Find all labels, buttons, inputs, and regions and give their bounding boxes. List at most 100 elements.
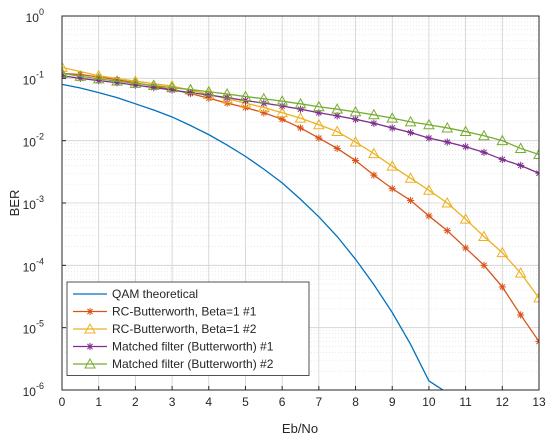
series-1 xyxy=(62,83,445,390)
legend-marker xyxy=(86,307,94,316)
data-point-marker xyxy=(184,83,197,95)
legend-marker xyxy=(86,342,94,351)
legend-item: RC-Butterworth, Beta=1 #1 xyxy=(73,305,257,319)
data-point-marker xyxy=(166,81,178,93)
data-point-marker xyxy=(221,88,233,99)
data-point-marker xyxy=(351,156,360,165)
x-tick-label: 11 xyxy=(459,395,472,409)
data-point-marker xyxy=(92,72,105,84)
x-tick-label: 2 xyxy=(132,395,139,409)
data-point-marker xyxy=(498,283,506,291)
y-tick-label: 100 xyxy=(26,7,44,25)
data-point-marker xyxy=(517,161,525,170)
legend-item: RC-Butterworth, Beta=1 #2 xyxy=(73,322,257,336)
data-point-marker xyxy=(129,77,142,88)
legend-label: RC-Butterworth, Beta=1 #1 xyxy=(112,305,257,319)
legend-marker xyxy=(84,322,96,334)
data-point-marker xyxy=(459,213,472,224)
data-point-marker xyxy=(480,148,488,156)
legend-label: Matched filter (Butterworth) #2 xyxy=(112,357,274,371)
data-point-marker xyxy=(62,67,68,78)
data-point-marker xyxy=(496,134,509,146)
data-point-marker xyxy=(315,134,323,142)
data-point-marker xyxy=(331,103,344,114)
data-point-marker xyxy=(260,109,268,117)
data-point-marker xyxy=(406,196,415,205)
data-point-marker xyxy=(406,128,415,137)
data-point-marker xyxy=(514,267,527,278)
data-point-marker xyxy=(517,311,525,319)
data-point-marker xyxy=(147,79,160,90)
data-point-marker xyxy=(535,337,539,346)
data-point-marker xyxy=(425,212,433,220)
y-tick-label: 10-3 xyxy=(23,194,44,212)
data-point-marker xyxy=(278,102,286,110)
data-point-marker xyxy=(333,144,341,153)
x-tick-label: 5 xyxy=(242,395,249,409)
data-point-marker xyxy=(496,246,509,258)
data-point-marker xyxy=(257,92,270,104)
data-point-marker xyxy=(370,171,378,179)
data-point-marker xyxy=(276,106,289,118)
data-point-marker xyxy=(459,125,472,137)
data-point-marker xyxy=(441,121,454,133)
x-tick-label: 3 xyxy=(169,395,176,409)
legend-item: QAM theoretical xyxy=(73,287,198,301)
y-tick-label: 10-4 xyxy=(23,256,44,274)
y-tick-label: 10-1 xyxy=(23,69,44,87)
y-tick-label: 10-5 xyxy=(23,319,44,337)
data-point-marker xyxy=(462,244,470,252)
data-point-marker xyxy=(388,124,396,132)
y-tick-exponent: -1 xyxy=(36,69,44,79)
data-point-marker xyxy=(294,97,307,109)
data-point-marker xyxy=(386,160,399,171)
data-point-marker xyxy=(111,75,123,86)
data-point-marker xyxy=(441,196,454,208)
data-point-marker xyxy=(349,136,362,147)
y-tick-label: 10-6 xyxy=(23,381,44,399)
legend: QAM theoretical RC-Butterworth, Beta=1 #1… xyxy=(66,281,310,376)
y-tick-exponent: -6 xyxy=(36,381,44,391)
data-point-marker xyxy=(312,100,325,112)
series-5 xyxy=(62,67,539,159)
x-tick-label: 12 xyxy=(496,395,510,409)
data-point-marker xyxy=(514,142,527,153)
y-tick-exponent: -5 xyxy=(36,319,44,329)
x-tick-label: 13 xyxy=(532,395,546,409)
y-tick-label: 10-2 xyxy=(23,132,44,150)
legend-item: Matched filter (Butterworth) #1 xyxy=(73,340,274,354)
x-tick-label: 8 xyxy=(352,395,359,409)
series-layer xyxy=(62,61,539,390)
legend-marker xyxy=(84,357,96,369)
data-point-marker xyxy=(202,85,215,97)
data-point-marker xyxy=(533,148,539,159)
data-point-marker xyxy=(312,118,325,130)
data-point-marker xyxy=(205,91,213,99)
x-tick-label: 1 xyxy=(95,395,102,409)
x-tick-label: 10 xyxy=(422,395,436,409)
data-point-marker xyxy=(478,230,490,242)
data-point-marker xyxy=(404,172,417,183)
legend-label: Matched filter (Butterworth) #1 xyxy=(112,340,274,354)
data-point-marker xyxy=(331,125,344,137)
legend-box xyxy=(66,281,310,376)
legend-label: RC-Butterworth, Beta=1 #2 xyxy=(112,322,257,336)
legend-item: Matched filter (Butterworth) #2 xyxy=(73,357,274,371)
series-line xyxy=(62,83,445,390)
y-tick-exponent: 0 xyxy=(39,7,44,17)
data-point-marker xyxy=(370,119,378,127)
x-tick-label: 9 xyxy=(389,395,396,409)
data-point-marker xyxy=(351,115,360,123)
data-point-marker xyxy=(349,105,362,117)
data-point-marker xyxy=(425,134,433,142)
x-axis-label: Eb/No xyxy=(282,421,318,436)
x-tick-label: 4 xyxy=(205,395,212,409)
data-point-marker xyxy=(276,95,289,106)
data-point-marker xyxy=(62,61,68,72)
data-point-marker xyxy=(294,112,307,123)
series-line xyxy=(62,72,539,156)
data-point-marker xyxy=(239,90,252,102)
data-point-marker xyxy=(296,124,305,132)
data-point-marker xyxy=(443,138,451,146)
data-point-marker xyxy=(404,115,417,127)
